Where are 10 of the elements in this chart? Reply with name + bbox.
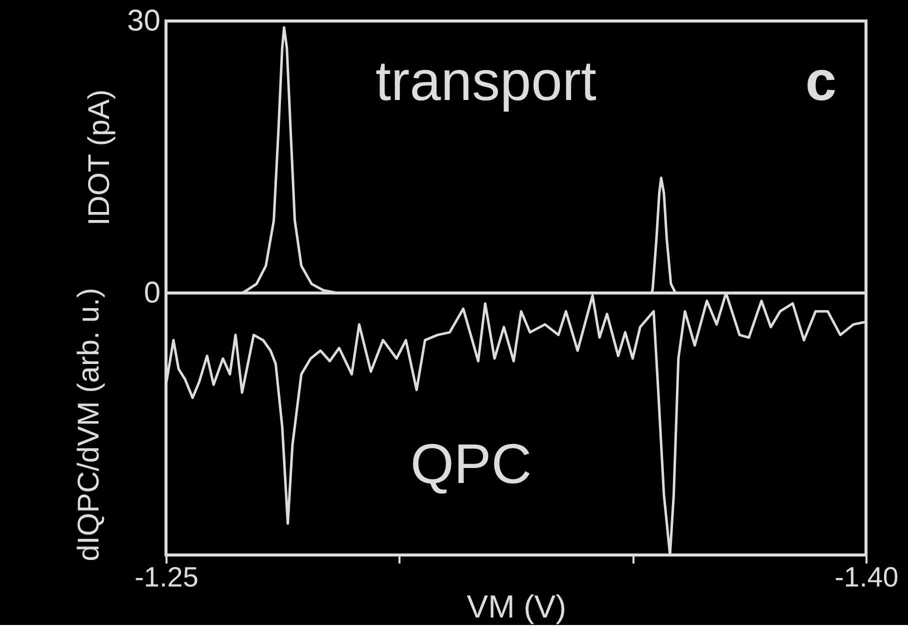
y-axis-title: IDOT (pA) bbox=[83, 89, 116, 226]
annotation: transport bbox=[376, 49, 597, 112]
y-tick-label: 30 bbox=[127, 4, 160, 38]
y-axis-title: dIQPC/dVM (arb. u.) bbox=[72, 288, 106, 562]
annotation: c bbox=[805, 49, 837, 112]
x-tick-label: -1.25 bbox=[134, 562, 198, 592]
x-tick-label: -1.40 bbox=[834, 562, 898, 592]
x-axis-title: VM (V) bbox=[466, 588, 566, 624]
annotation: QPC bbox=[410, 432, 532, 495]
y-tick-label: 0 bbox=[144, 276, 160, 310]
